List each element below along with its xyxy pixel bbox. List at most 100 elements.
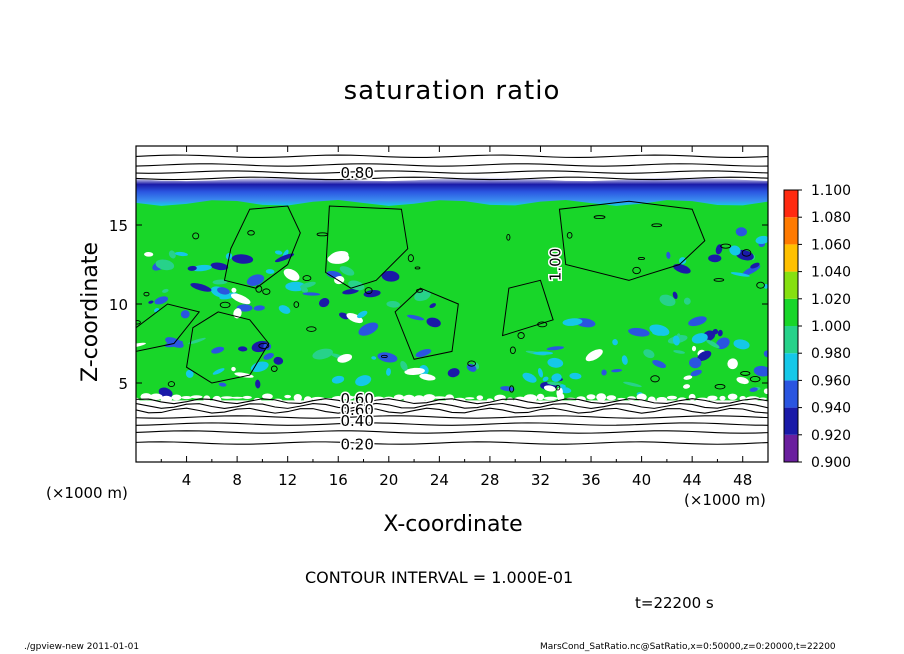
colorbar-swatch (784, 190, 798, 218)
contour-squiggle (219, 301, 231, 309)
moisture-patch (278, 305, 291, 314)
moisture-patch (537, 368, 544, 378)
moisture-patch (400, 360, 408, 371)
moisture-patch (763, 388, 768, 395)
moisture-patch (750, 262, 760, 269)
moisture-patch (755, 235, 768, 245)
moisture-patch (337, 353, 353, 363)
moisture-patch (302, 292, 321, 296)
contour-squiggle (255, 285, 263, 293)
contour-label: 0.20 (340, 436, 373, 454)
moisture-patch (414, 289, 431, 302)
boundary-speck (423, 394, 436, 402)
moisture-patch (342, 288, 359, 295)
moisture-patch (234, 372, 254, 378)
contour-line (136, 402, 768, 409)
moisture-patch (274, 253, 295, 263)
boundary-speck (464, 397, 475, 400)
contour-line (136, 170, 768, 174)
contour-squiggle (509, 346, 516, 355)
colorbar-label: 1.060 (811, 237, 851, 253)
contour-squiggle (713, 278, 725, 282)
moisture-patch (697, 350, 712, 361)
boundary-speck (181, 396, 192, 400)
moisture-patch (688, 316, 707, 327)
moisture-patch (542, 376, 549, 382)
moisture-patch (407, 314, 425, 321)
boundary-speck (293, 393, 302, 402)
colorbar-swatch (784, 298, 798, 326)
contour-squiggle (293, 301, 300, 308)
moisture-patch (188, 337, 206, 345)
boundary-speck (606, 395, 617, 401)
contour-line (136, 415, 768, 419)
moisture-patch (377, 352, 398, 363)
moisture-patch (715, 337, 730, 350)
moisture-patch (187, 265, 197, 271)
contour-squiggle (306, 326, 317, 332)
boundary-speck (149, 393, 163, 400)
colorbar-swatch (784, 407, 798, 435)
moisture-patch (447, 368, 460, 378)
moisture-patch (678, 257, 687, 265)
moisture-patch (691, 345, 697, 352)
moisture-patch (551, 373, 562, 382)
moisture-patch (717, 329, 723, 337)
moisture-patch (154, 296, 169, 305)
moisture-patch (735, 227, 747, 237)
moisture-patch (612, 339, 618, 346)
contour-squiggle (749, 375, 761, 383)
boundary-speck (221, 396, 233, 399)
moisture-patch (158, 387, 173, 398)
moisture-patch (736, 376, 749, 385)
moisture-patch (331, 375, 345, 384)
moisture-patch (672, 335, 680, 346)
colorbar-swatch (784, 353, 798, 381)
boundary-speck (486, 398, 494, 402)
moisture-patch (174, 251, 188, 257)
contour-squiggle (467, 360, 476, 367)
contour-squiggle (380, 354, 388, 359)
moisture-patch (312, 348, 333, 360)
moisture-patch (621, 355, 628, 365)
y-tick-label: 5 (118, 375, 128, 393)
contour-squiggle (720, 243, 732, 249)
y-tick-label: 15 (109, 217, 128, 235)
moisture-patch (230, 293, 251, 305)
moisture-patch (212, 368, 225, 375)
moisture-patch (231, 366, 236, 372)
moisture-patch (162, 288, 169, 293)
moisture-patch (708, 254, 722, 263)
moisture-patch (643, 349, 655, 359)
boundary-speck (160, 395, 173, 403)
moisture-patch (706, 339, 720, 349)
moisture-patch (673, 350, 686, 354)
contour-line (136, 430, 768, 434)
y-tick-label: 10 (109, 296, 128, 314)
moisture-patch (180, 310, 190, 319)
contour-squiggle (415, 288, 423, 293)
moisture-patch (299, 281, 316, 289)
moisture-patch (231, 254, 254, 264)
x-tick-label: 20 (379, 471, 398, 489)
contour-interval-note: CONTOUR INTERVAL = 1.000E-01 (305, 568, 574, 587)
contour-squiggle (136, 320, 141, 325)
moisture-patch (585, 349, 603, 362)
colorbar-label: 0.940 (811, 401, 851, 417)
moisture-patch (346, 312, 363, 324)
contour-squiggle (714, 383, 726, 390)
moisture-patch (168, 250, 176, 259)
y-axis-unit: (×1000 m) (46, 484, 128, 502)
contour-squiggle (566, 231, 573, 239)
moisture-patch (666, 251, 671, 259)
moisture-patch (327, 253, 350, 264)
moisture-patch (274, 250, 283, 255)
moisture-patch (339, 266, 355, 276)
moisture-patch (727, 358, 738, 370)
contour-squiggle (593, 215, 606, 220)
boundary-speck (666, 395, 677, 400)
contour-squiggle (316, 232, 329, 237)
contour-squiggle (509, 385, 515, 393)
boundary-speck (393, 394, 404, 401)
